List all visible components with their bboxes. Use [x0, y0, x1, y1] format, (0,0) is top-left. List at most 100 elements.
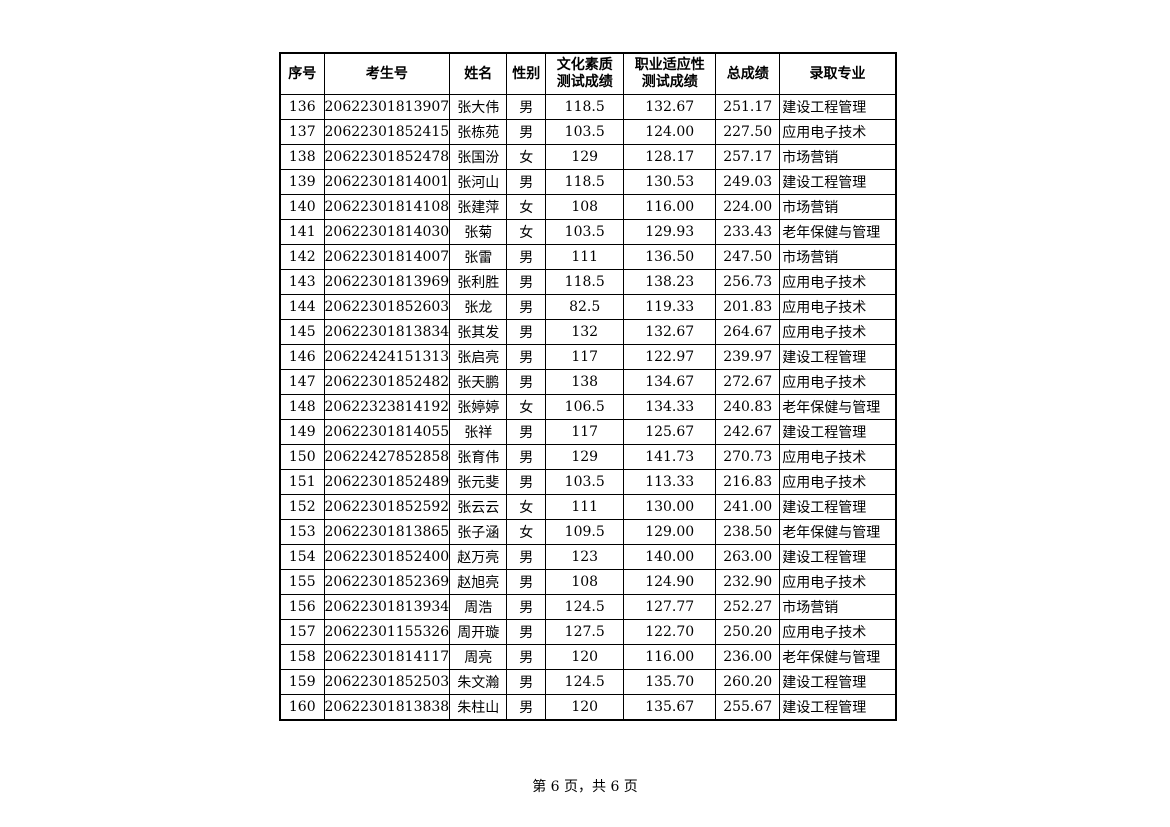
- cell-gender: 女: [506, 194, 547, 220]
- cell-index: 157: [279, 619, 325, 645]
- table-row: 151 20622301852489 张元斐男 103.5 113.33 216.83 应用…: [279, 469, 897, 495]
- cell-vocational-score: 130.00: [623, 494, 717, 520]
- cell-major: 建设工程管理: [779, 544, 897, 570]
- cell-vocational-score: 138.23: [623, 269, 717, 295]
- cell-gender: 男: [506, 569, 547, 595]
- table-row: 146 20622424151313 张启亮男 117 122.97 239.97 建设工程…: [279, 344, 897, 370]
- table-row: 141 20622301814030 张菊女 103.5 129.93 233.43 老年保…: [279, 219, 897, 245]
- cell-name: 张婷婷: [449, 394, 508, 420]
- cell-gender: 女: [506, 519, 547, 545]
- cell-name: 张国汾: [449, 144, 508, 170]
- table-row: 160 20622301813838 朱柱山男 120 135.67 255.67 建设工程…: [279, 694, 897, 721]
- header-exam-id: 考生号: [323, 52, 451, 95]
- table-row: 142 20622301814007 张雷男 111 136.50 247.50 市场营销: [279, 244, 897, 270]
- cell-major: 应用电子技术: [779, 469, 897, 495]
- cell-exam-id: 20622323814192: [323, 394, 451, 420]
- cell-gender: 男: [506, 669, 547, 695]
- header-name: 姓名: [449, 52, 508, 95]
- cell-vocational-score: 119.33: [623, 294, 717, 320]
- cell-major: 建设工程管理: [779, 169, 897, 195]
- cell-name: 张云云: [449, 494, 508, 520]
- table-row: 156 20622301813934 周浩男 124.5 127.77 252.27 市场营…: [279, 594, 897, 620]
- cell-index: 148: [279, 394, 325, 420]
- cell-index: 153: [279, 519, 325, 545]
- cell-index: 141: [279, 219, 325, 245]
- cell-exam-id: 20622301852592: [323, 494, 451, 520]
- cell-gender: 男: [506, 319, 547, 345]
- cell-name: 赵旭亮: [449, 569, 508, 595]
- cell-total-score: 236.00: [715, 644, 781, 670]
- table-row: 154 20622301852400 赵万亮男 123 140.00 263.00 建设工程…: [279, 544, 897, 570]
- table-row: 149 20622301814055 张祥男 117 125.67 242.67 建设工程管…: [279, 419, 897, 445]
- cell-index: 136: [279, 94, 325, 120]
- cell-exam-id: 20622301813865: [323, 519, 451, 545]
- cell-exam-id: 20622301852503: [323, 669, 451, 695]
- cell-culture-score: 120: [545, 694, 625, 721]
- cell-index: 139: [279, 169, 325, 195]
- cell-gender: 女: [506, 219, 547, 245]
- cell-total-score: 216.83: [715, 469, 781, 495]
- cell-exam-id: 20622301852400: [323, 544, 451, 570]
- cell-vocational-score: 136.50: [623, 244, 717, 270]
- cell-exam-id: 20622301852478: [323, 144, 451, 170]
- cell-index: 149: [279, 419, 325, 445]
- cell-total-score: 249.03: [715, 169, 781, 195]
- cell-major: 应用电子技术: [779, 369, 897, 395]
- cell-culture-score: 124.5: [545, 594, 625, 620]
- cell-total-score: 251.17: [715, 94, 781, 120]
- cell-total-score: 272.67: [715, 369, 781, 395]
- cell-index: 154: [279, 544, 325, 570]
- cell-name: 朱文瀚: [449, 669, 508, 695]
- cell-gender: 男: [506, 469, 547, 495]
- cell-exam-id: 20622301852369: [323, 569, 451, 595]
- cell-index: 158: [279, 644, 325, 670]
- cell-vocational-score: 134.67: [623, 369, 717, 395]
- header-major: 录取专业: [779, 52, 897, 95]
- cell-total-score: 256.73: [715, 269, 781, 295]
- cell-culture-score: 120: [545, 644, 625, 670]
- cell-name: 张龙: [449, 294, 508, 320]
- cell-total-score: 227.50: [715, 119, 781, 145]
- cell-total-score: 247.50: [715, 244, 781, 270]
- cell-gender: 男: [506, 644, 547, 670]
- cell-exam-id: 20622301813969: [323, 269, 451, 295]
- cell-total-score: 201.83: [715, 294, 781, 320]
- cell-major: 应用电子技术: [779, 119, 897, 145]
- cell-name: 赵万亮: [449, 544, 508, 570]
- header-index: 序号: [279, 52, 325, 95]
- cell-exam-id: 20622301813834: [323, 319, 451, 345]
- cell-major: 建设工程管理: [779, 694, 897, 721]
- cell-index: 150: [279, 444, 325, 470]
- cell-name: 周开璇: [449, 619, 508, 645]
- cell-total-score: 264.67: [715, 319, 781, 345]
- cell-culture-score: 118.5: [545, 169, 625, 195]
- cell-exam-id: 20622301813838: [323, 694, 451, 721]
- header-vocational-score: 职业适应性 测试成绩: [623, 52, 717, 95]
- cell-culture-score: 127.5: [545, 619, 625, 645]
- table-row: 145 20622301813834 张其发男 132 132.67 264.67 应用电子…: [279, 319, 897, 345]
- cell-culture-score: 109.5: [545, 519, 625, 545]
- cell-major: 建设工程管理: [779, 344, 897, 370]
- table-row: 148 20622323814192 张婷婷女 106.5 134.33 240.83 老年…: [279, 394, 897, 420]
- cell-major: 应用电子技术: [779, 619, 897, 645]
- cell-index: 159: [279, 669, 325, 695]
- cell-total-score: 260.20: [715, 669, 781, 695]
- cell-major: 老年保健与管理: [779, 644, 897, 670]
- cell-exam-id: 20622301814117: [323, 644, 451, 670]
- cell-gender: 男: [506, 544, 547, 570]
- cell-major: 应用电子技术: [779, 269, 897, 295]
- cell-total-score: 224.00: [715, 194, 781, 220]
- cell-vocational-score: 129.93: [623, 219, 717, 245]
- cell-culture-score: 108: [545, 194, 625, 220]
- cell-vocational-score: 130.53: [623, 169, 717, 195]
- cell-exam-id: 20622301155326: [323, 619, 451, 645]
- cell-exam-id: 20622301852415: [323, 119, 451, 145]
- cell-major: 市场营销: [779, 194, 897, 220]
- cell-name: 张祥: [449, 419, 508, 445]
- cell-vocational-score: 122.70: [623, 619, 717, 645]
- cell-culture-score: 111: [545, 494, 625, 520]
- cell-gender: 男: [506, 244, 547, 270]
- cell-name: 张利胜: [449, 269, 508, 295]
- cell-gender: 男: [506, 369, 547, 395]
- cell-index: 137: [279, 119, 325, 145]
